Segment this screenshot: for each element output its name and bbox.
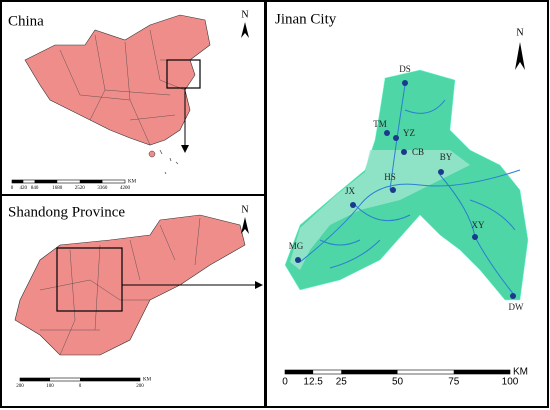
scale-label: 12.5	[303, 377, 323, 388]
scale-label: 200	[16, 384, 24, 389]
north-arrow	[241, 22, 249, 38]
shandong-highlight	[166, 59, 201, 89]
scale-label: 4200	[120, 186, 131, 191]
scale-segment	[453, 370, 510, 374]
north-label: N	[516, 27, 523, 38]
scale-label: 200	[136, 384, 144, 389]
shandong-cities	[39, 217, 201, 356]
scale-segment	[20, 378, 50, 381]
scale-bar	[11, 179, 126, 184]
islands	[159, 149, 179, 175]
scale-segment	[341, 370, 398, 374]
station-label: JX	[345, 186, 356, 196]
panel-title: Jinan City	[275, 11, 337, 27]
jinan-lowland	[290, 150, 470, 270]
china-provinces	[59, 29, 195, 146]
station-label: MG	[289, 241, 304, 251]
scale-label: 100	[46, 384, 54, 389]
station-label: DS	[399, 64, 411, 74]
scale-label: 50	[392, 377, 404, 388]
station-label: DW	[509, 302, 524, 312]
station	[438, 169, 444, 175]
scale-label: 420	[20, 186, 28, 191]
scale-segment	[79, 180, 103, 183]
north-label: N	[241, 9, 248, 20]
scale-label: 0	[11, 186, 14, 191]
scale-label: 3360	[97, 186, 108, 191]
scale-label: 2520	[75, 186, 86, 191]
station-label: XY	[472, 220, 485, 230]
panel-title: China	[8, 13, 44, 29]
station-label: CB	[412, 147, 424, 157]
station	[393, 135, 399, 141]
arrow-head	[181, 145, 189, 153]
scale-unit: KM	[513, 367, 528, 378]
scale-label: 1680	[52, 186, 63, 191]
north-arrow	[241, 217, 249, 234]
station-label: BY	[440, 152, 453, 162]
scale-label: 840	[31, 186, 39, 191]
north-label: N	[241, 204, 248, 215]
scale-segment	[285, 370, 314, 374]
station	[384, 130, 390, 136]
scale-segment	[12, 180, 24, 183]
arrow-head	[255, 281, 263, 289]
station	[472, 234, 478, 240]
station	[510, 293, 516, 299]
station	[401, 149, 407, 155]
station-label: YZ	[403, 128, 415, 138]
jinan-highlight	[56, 247, 123, 312]
scale-label: 25	[336, 377, 348, 388]
scale-unit: KM	[128, 180, 137, 185]
north-arrow	[515, 42, 525, 70]
scale-label: 0	[282, 377, 288, 388]
station	[402, 80, 408, 86]
station	[295, 257, 301, 263]
scale-unit: KM	[143, 378, 152, 383]
scale-label: 100	[502, 377, 519, 388]
station-label: TM	[373, 119, 387, 129]
scale-segment	[34, 180, 58, 183]
scale-label: 75	[448, 377, 460, 388]
station	[350, 202, 356, 208]
scale-label: 0	[79, 384, 82, 389]
scale-segment	[80, 378, 140, 381]
panel-title: Shandong Province	[8, 204, 125, 220]
hainan	[148, 150, 156, 158]
station	[390, 187, 396, 193]
station-label: HS	[384, 172, 396, 182]
